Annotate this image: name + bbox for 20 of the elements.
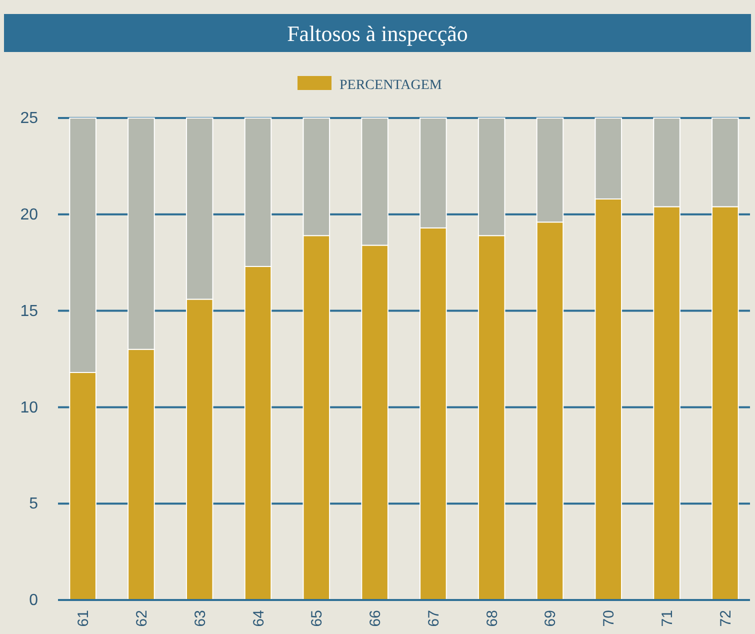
x-tick-label: 71 [659, 610, 676, 627]
x-tick-label: 63 [192, 610, 209, 627]
x-tick-label: 62 [133, 610, 150, 627]
x-tick-label: 64 [250, 610, 268, 627]
x-tick-label: 69 [542, 610, 560, 627]
y-tick-label: 20 [20, 206, 38, 224]
y-tick-label: 10 [20, 399, 38, 416]
y-tick-label: 25 [20, 110, 38, 128]
x-tick-label: 70 [600, 610, 618, 627]
chart-title: Faltosos à inspecção [287, 21, 468, 46]
legend-label: PERCENTAGEM [340, 78, 442, 93]
x-tick-label: 61 [75, 610, 92, 627]
x-tick-label: 68 [484, 610, 501, 627]
y-tick-label: 0 [29, 592, 38, 610]
y-tick-label: 5 [29, 496, 38, 513]
y-tick-label: 15 [20, 302, 38, 320]
x-tick-label: 66 [367, 610, 384, 627]
x-tick-label: 65 [308, 610, 326, 627]
x-tick-label: 67 [425, 610, 442, 627]
x-tick-label: 72 [717, 610, 734, 627]
